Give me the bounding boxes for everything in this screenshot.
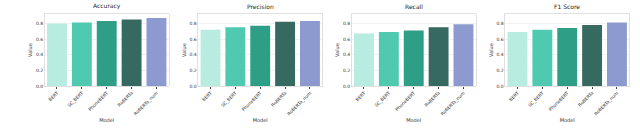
svg-text:Model: Model [406,117,421,123]
svg-text:0.8: 0.8 [343,21,350,26]
svg-text:BERT: BERT [355,90,367,102]
svg-text:PhoneBERT: PhoneBERT [241,90,263,112]
svg-text:Value: Value [181,43,187,57]
svg-text:Precision: Precision [247,3,274,10]
svg-text:RoBERTa_num: RoBERTa_num [593,91,620,118]
svg-text:Model: Model [99,117,114,123]
svg-text:F1 Score: F1 Score [554,3,580,10]
svg-text:Accuracy: Accuracy [93,2,121,10]
svg-text:RoBERTa_num: RoBERTa_num [133,91,160,118]
svg-text:0.4: 0.4 [36,52,43,57]
svg-text:0.0: 0.0 [496,84,503,89]
svg-text:0.6: 0.6 [343,37,350,42]
svg-text:PhoneBERT: PhoneBERT [548,90,570,112]
svg-text:Model: Model [253,117,268,123]
svg-text:RoBERTa: RoBERTa [270,90,287,107]
svg-text:0.0: 0.0 [189,84,196,89]
svg-text:SC_BERT: SC_BERT [220,90,238,108]
svg-text:SC_BERT: SC_BERT [527,90,545,108]
svg-text:BERT: BERT [48,90,60,102]
svg-text:Value: Value [334,43,340,57]
svg-text:0.0: 0.0 [36,84,43,89]
svg-text:Recall: Recall [405,3,423,10]
svg-text:RoBERTa_num: RoBERTa_num [286,91,313,118]
svg-text:0.2: 0.2 [343,68,350,73]
svg-text:PhoneBERT: PhoneBERT [88,90,110,112]
svg-text:0.6: 0.6 [496,37,503,42]
svg-text:RoBERTa: RoBERTa [424,90,441,107]
svg-text:SC_BERT: SC_BERT [67,90,85,108]
svg-text:0.8: 0.8 [496,21,503,26]
svg-text:0.4: 0.4 [496,52,503,57]
svg-text:BERT: BERT [201,90,213,102]
svg-text:SC_BERT: SC_BERT [374,90,392,108]
svg-text:0.2: 0.2 [36,68,43,73]
svg-text:Model: Model [560,117,575,123]
svg-text:RoBERTa: RoBERTa [577,90,594,107]
svg-text:0.6: 0.6 [189,37,196,42]
svg-text:0.8: 0.8 [36,21,43,26]
svg-text:0.2: 0.2 [496,68,503,73]
svg-text:0.6: 0.6 [36,37,43,42]
svg-text:RoBERTa_num: RoBERTa_num [440,91,467,118]
svg-text:Value: Value [27,43,33,57]
svg-text:PhoneBERT: PhoneBERT [395,90,417,112]
svg-text:0.2: 0.2 [189,68,196,73]
svg-text:Value: Value [488,43,494,57]
svg-text:0.8: 0.8 [189,21,196,26]
svg-text:BERT: BERT [508,90,520,102]
svg-text:0.0: 0.0 [343,84,350,89]
svg-text:RoBERTa: RoBERTa [117,90,134,107]
svg-text:0.4: 0.4 [189,52,196,57]
svg-text:0.4: 0.4 [343,52,350,57]
